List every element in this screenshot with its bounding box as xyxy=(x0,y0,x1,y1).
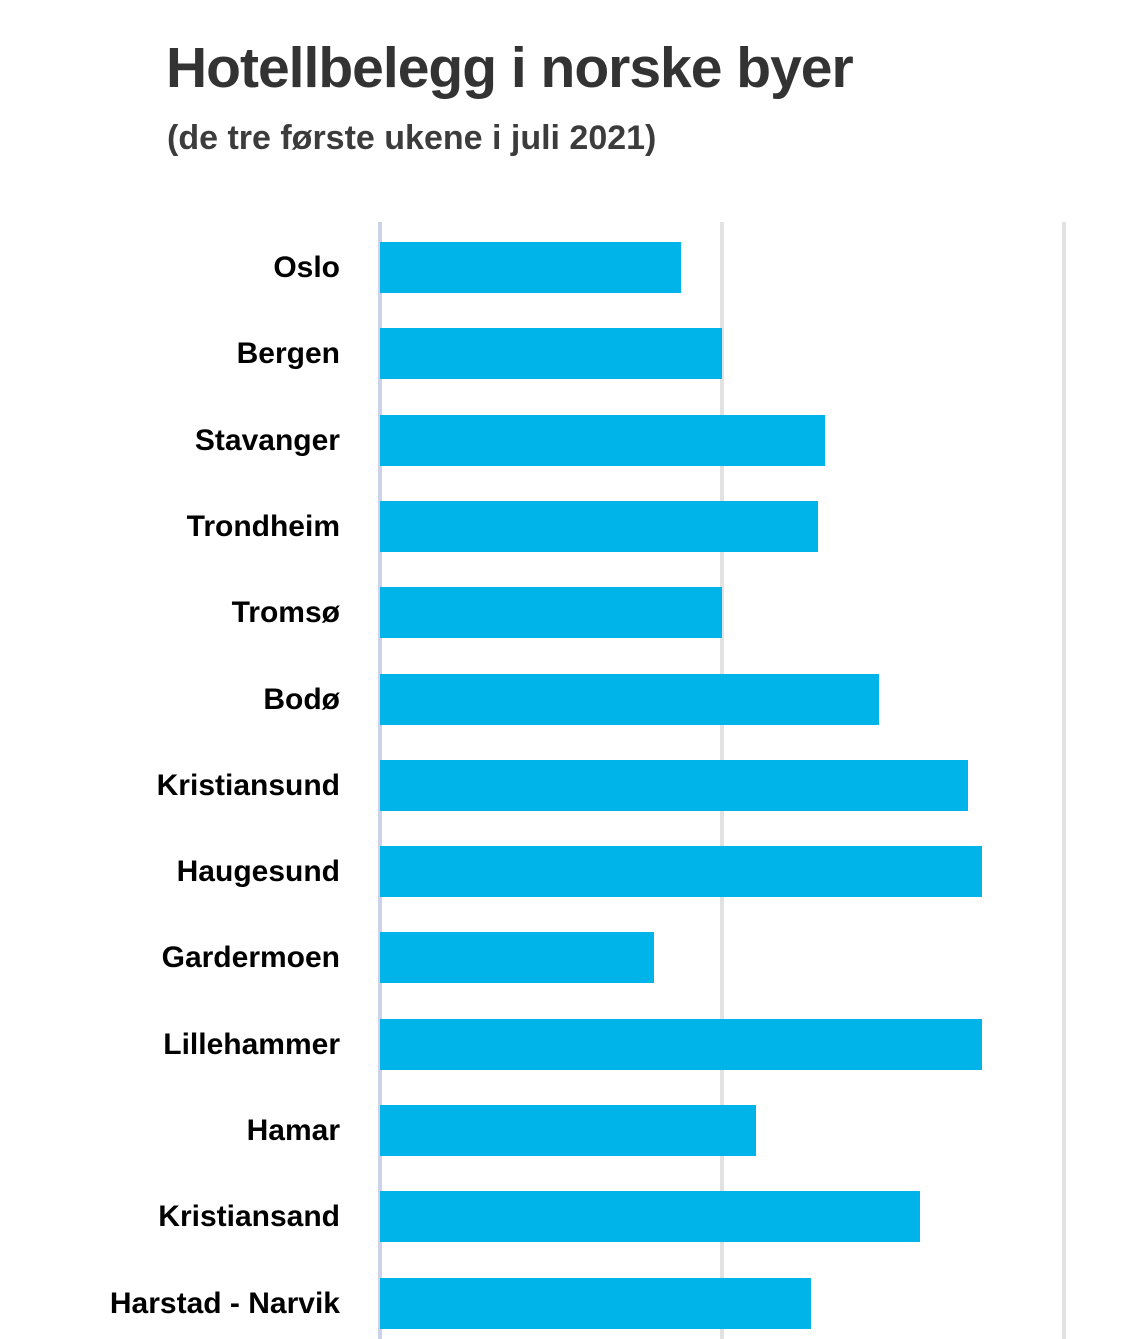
category-label: Harstad - Narvik xyxy=(109,1286,340,1320)
bar xyxy=(380,414,825,466)
chart-row: Bergen xyxy=(0,308,1124,395)
gridline-100 xyxy=(1062,222,1066,1339)
chart-subtitle: (de tre første ukene i juli 2021) xyxy=(167,119,657,157)
category-label: Kristiansand xyxy=(158,1200,340,1234)
chart-title: Hotellbelegg i norske byer xyxy=(166,36,854,100)
chart-row: Trondheim xyxy=(0,481,1124,568)
bar xyxy=(380,673,880,725)
bar xyxy=(380,759,969,811)
bar xyxy=(380,1018,982,1070)
chart-row: Kristiansund xyxy=(0,740,1124,827)
category-label: Bodø xyxy=(263,682,340,716)
category-label: Gardermoen xyxy=(161,941,340,975)
bar xyxy=(380,242,681,293)
bar xyxy=(380,500,818,552)
bar xyxy=(380,1277,811,1329)
category-label: Lillehammer xyxy=(163,1027,340,1061)
category-label: Stavanger xyxy=(194,423,340,457)
chart-row: Lillehammer xyxy=(0,999,1124,1086)
bar xyxy=(380,1191,921,1243)
chart-row: Oslo xyxy=(0,222,1124,309)
category-label: Trondheim xyxy=(186,509,340,543)
category-label: Bergen xyxy=(236,337,340,371)
chart-row: Haugesund xyxy=(0,826,1124,913)
bar xyxy=(380,932,654,984)
chart-row: Tromsø xyxy=(0,567,1124,654)
bar xyxy=(380,587,722,639)
bar xyxy=(380,328,722,380)
category-label: Haugesund xyxy=(176,855,340,889)
bar xyxy=(380,1105,757,1156)
bar xyxy=(380,846,982,898)
chart-row: Bodø xyxy=(0,654,1124,741)
chart-row: Hamar xyxy=(0,1085,1124,1172)
bar-chart-plot-area: Oslo Bergen Stavanger Trondheim Tromsø Bodø Kr… xyxy=(0,222,1124,1339)
category-label: Oslo xyxy=(273,251,340,284)
category-label: Kristiansund xyxy=(156,768,340,802)
category-label: Tromsø xyxy=(231,596,340,630)
chart-row: Stavanger xyxy=(0,395,1124,482)
category-label: Hamar xyxy=(246,1114,340,1147)
chart-row: Kristiansand xyxy=(0,1171,1124,1258)
chart-row: Gardermoen xyxy=(0,912,1124,999)
chart-row: Harstad - Narvik xyxy=(0,1258,1124,1339)
